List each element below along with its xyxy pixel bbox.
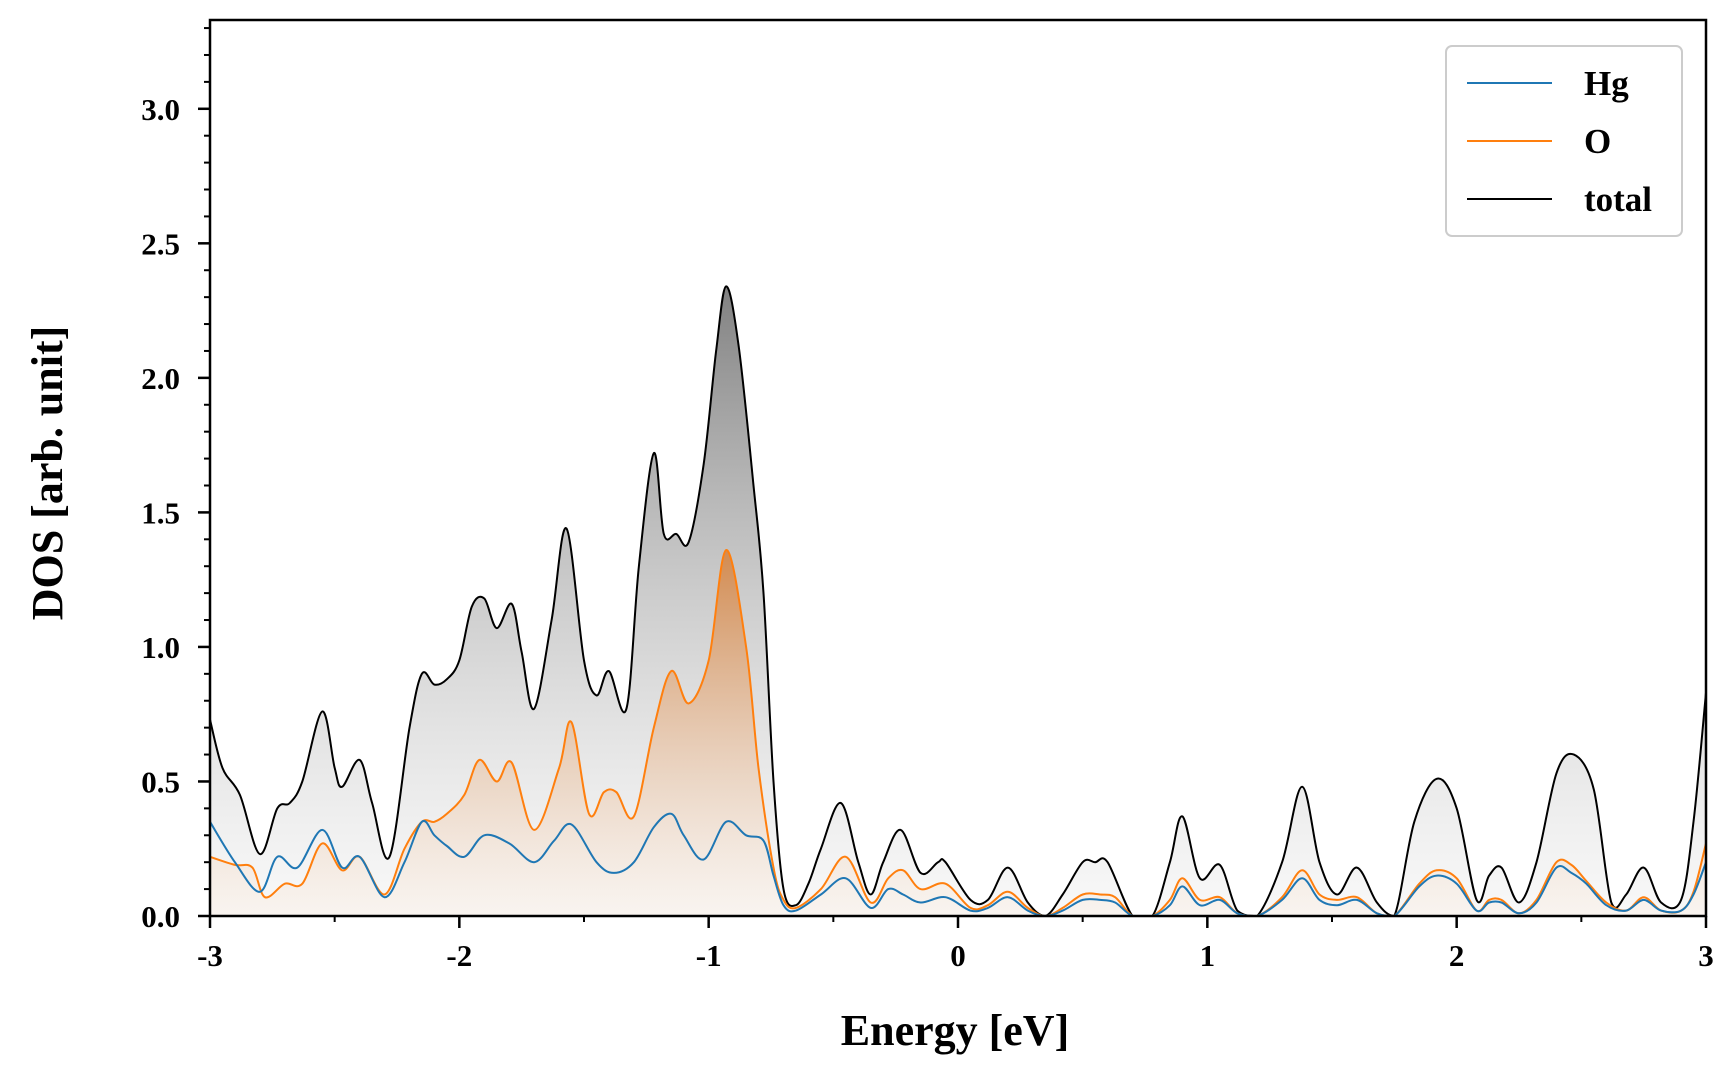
series-fill-o xyxy=(210,550,1706,916)
y-tick-label: 3.0 xyxy=(141,92,180,127)
x-tick-label: -1 xyxy=(696,938,722,973)
plot-area xyxy=(209,285,1707,917)
y-tick-label: 2.5 xyxy=(141,226,180,261)
legend-frame xyxy=(1445,45,1683,237)
legend-label-o: O xyxy=(1584,122,1611,161)
x-tick-label: -3 xyxy=(197,938,223,973)
legend-label-hg: Hg xyxy=(1584,64,1629,103)
y-tick-label: 0.0 xyxy=(141,899,180,934)
x-axis-title: Energy [eV] xyxy=(841,1006,1070,1055)
legend-label-total: total xyxy=(1584,180,1652,219)
x-tick-label: 3 xyxy=(1698,938,1714,973)
x-tick-label: 0 xyxy=(950,938,966,973)
x-tick-label: 1 xyxy=(1200,938,1216,973)
y-tick-label: 1.5 xyxy=(141,495,180,530)
series-fill-total xyxy=(210,286,1706,916)
series-line-total xyxy=(209,285,1707,917)
y-tick-label: 0.5 xyxy=(141,764,180,799)
y-tick-label: 2.0 xyxy=(141,361,180,396)
y-axis-title: DOS [arb. unit] xyxy=(23,326,72,621)
x-tick-label: 2 xyxy=(1449,938,1465,973)
y-tick-label: 1.0 xyxy=(141,630,180,665)
x-tick-label: -2 xyxy=(446,938,472,973)
series-line-hg xyxy=(209,812,1707,917)
axes: -3 -2 -1 0 1 2 3 0.0 0.5 1.0 1.5 2.0 2.5 3.0 xyxy=(141,18,1714,973)
